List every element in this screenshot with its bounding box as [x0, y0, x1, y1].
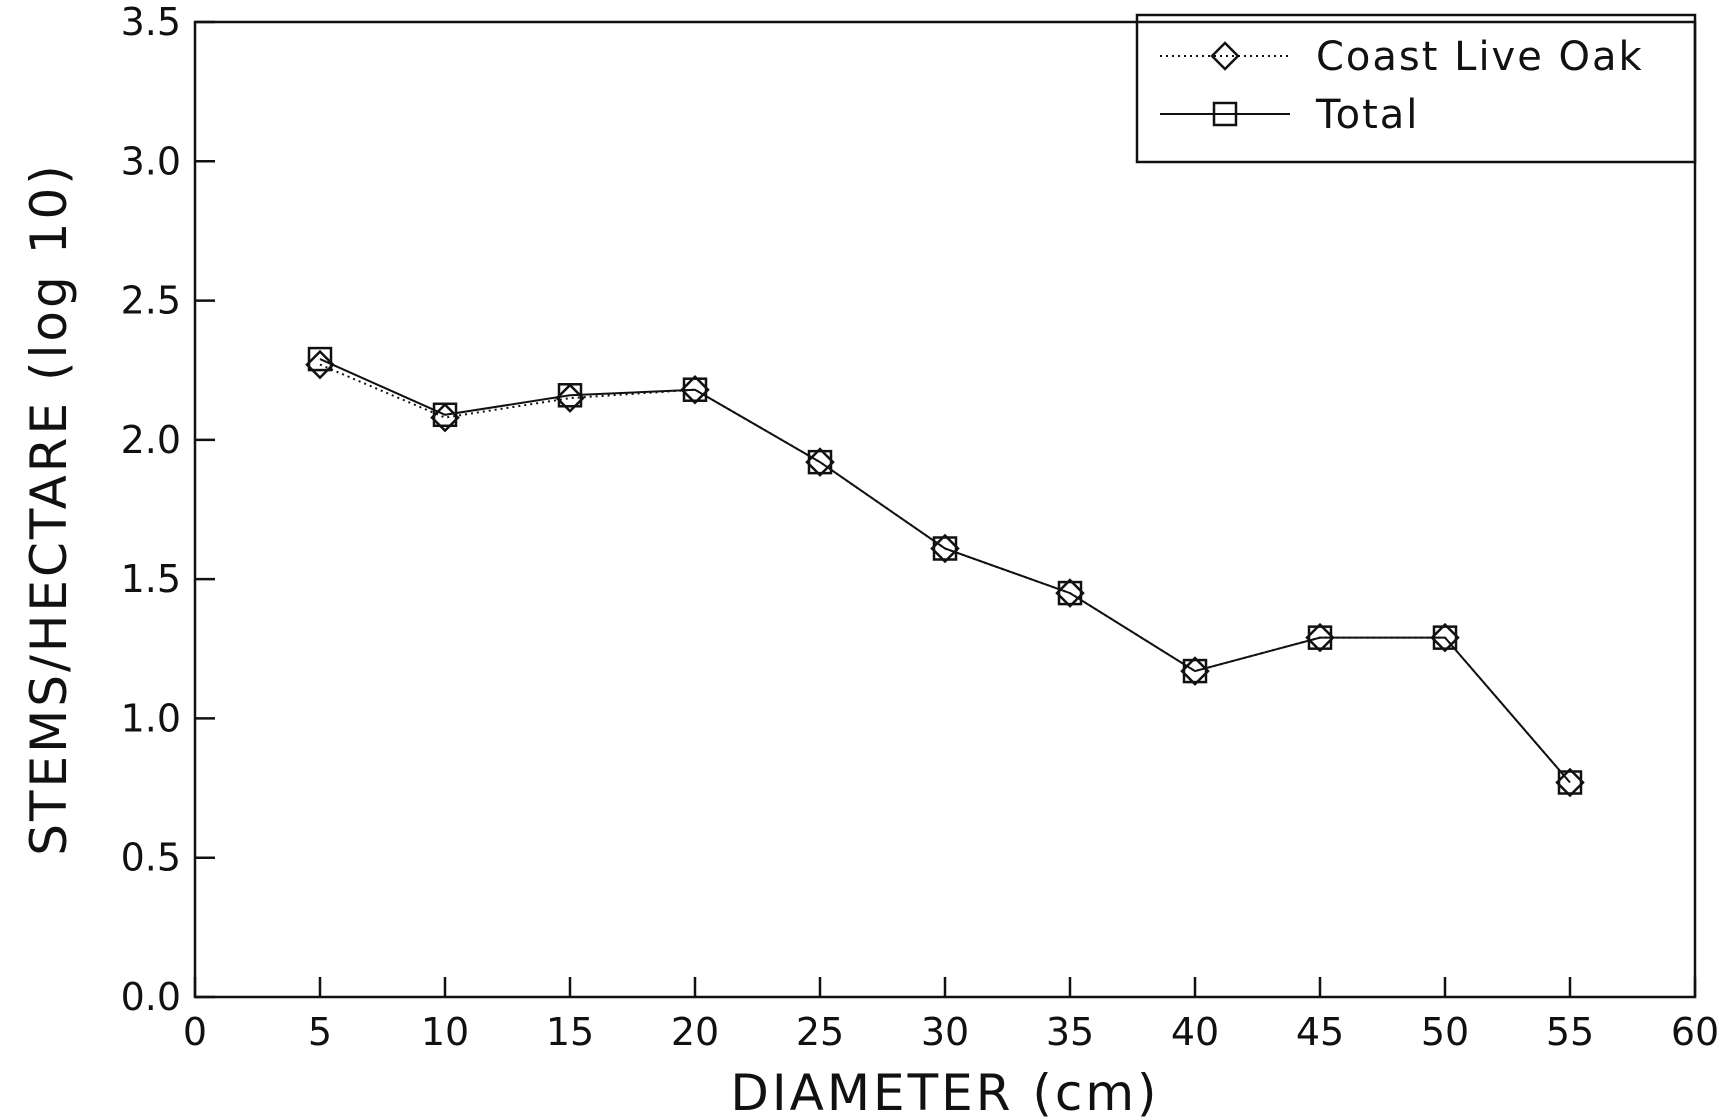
data-point-coast-live-oak — [1055, 578, 1085, 608]
data-point-total — [932, 536, 958, 561]
legend-box — [1135, 13, 1697, 164]
data-point-total — [557, 383, 583, 408]
x-tick-label: 50 — [1421, 1010, 1469, 1054]
x-axis: 0 5 10 15 20 25 30 35 40 45 50 55 60 — [183, 977, 1719, 1054]
legend-marker-coast-live-oak — [1210, 41, 1240, 71]
data-point-total — [307, 346, 333, 372]
x-axis-title: DIAMETER (cm) — [730, 1064, 1159, 1120]
data-point-total — [807, 449, 833, 475]
legend-label-coast-live-oak: Coast Live Oak — [1316, 34, 1644, 80]
y-axis: 0.0 0.5 1.0 1.5 2.0 2.5 3.0 3.5 — [121, 0, 215, 1019]
y-tick-label: 1.5 — [121, 557, 181, 601]
x-tick-label: 55 — [1546, 1010, 1594, 1054]
x-tick-label: 60 — [1671, 1010, 1719, 1054]
x-tick-label: 40 — [1171, 1010, 1219, 1054]
y-tick-label: 3.0 — [121, 139, 181, 183]
data-point-total — [1307, 625, 1333, 650]
legend: Coast Live Oak Total — [1135, 13, 1697, 164]
x-tick-label: 25 — [796, 1010, 844, 1054]
data-point-coast-live-oak — [1305, 622, 1335, 653]
y-tick-label: 0.0 — [121, 975, 181, 1019]
legend-entry-coast-live-oak: Coast Live Oak — [1160, 34, 1644, 80]
series-layer — [305, 346, 1585, 798]
data-point-coast-live-oak — [305, 349, 335, 380]
data-point-total — [682, 377, 708, 402]
y-tick-label: 2.0 — [121, 418, 181, 462]
legend-entry-total: Total — [1160, 92, 1419, 138]
y-tick-label: 2.5 — [121, 279, 181, 323]
legend-label-total: Total — [1315, 92, 1419, 138]
y-tick-label: 0.5 — [121, 836, 181, 880]
series-total — [307, 346, 1583, 795]
x-tick-label: 45 — [1296, 1010, 1344, 1054]
data-point-total — [1057, 580, 1083, 606]
data-point-coast-live-oak — [930, 533, 960, 564]
x-tick-label: 15 — [546, 1010, 594, 1054]
x-tick-label: 30 — [921, 1010, 969, 1054]
x-tick-label: 0 — [183, 1010, 207, 1054]
x-tick-label: 10 — [421, 1010, 469, 1054]
data-point-coast-live-oak — [680, 374, 710, 405]
legend-marker-total — [1212, 101, 1238, 127]
data-point-total — [1182, 658, 1208, 684]
x-tick-label: 35 — [1046, 1010, 1094, 1054]
series-coast-live-oak — [305, 349, 1585, 798]
data-point-total — [1432, 625, 1458, 650]
series-line-coast-live-oak — [319, 363, 1571, 784]
data-point-coast-live-oak — [1430, 622, 1460, 653]
y-tick-label: 3.5 — [121, 0, 181, 44]
series-line-total — [319, 358, 1571, 784]
y-tick-label: 1.0 — [121, 696, 181, 740]
data-point-total — [1557, 770, 1583, 795]
plot-frame — [193, 20, 1697, 999]
data-point-coast-live-oak — [1555, 767, 1585, 798]
data-point-total — [432, 402, 458, 428]
x-tick-label: 5 — [308, 1010, 332, 1054]
data-point-coast-live-oak — [555, 383, 585, 413]
x-tick-label: 20 — [671, 1010, 719, 1054]
y-axis-title: STEMS/HECTARE (log 10) — [20, 162, 78, 856]
